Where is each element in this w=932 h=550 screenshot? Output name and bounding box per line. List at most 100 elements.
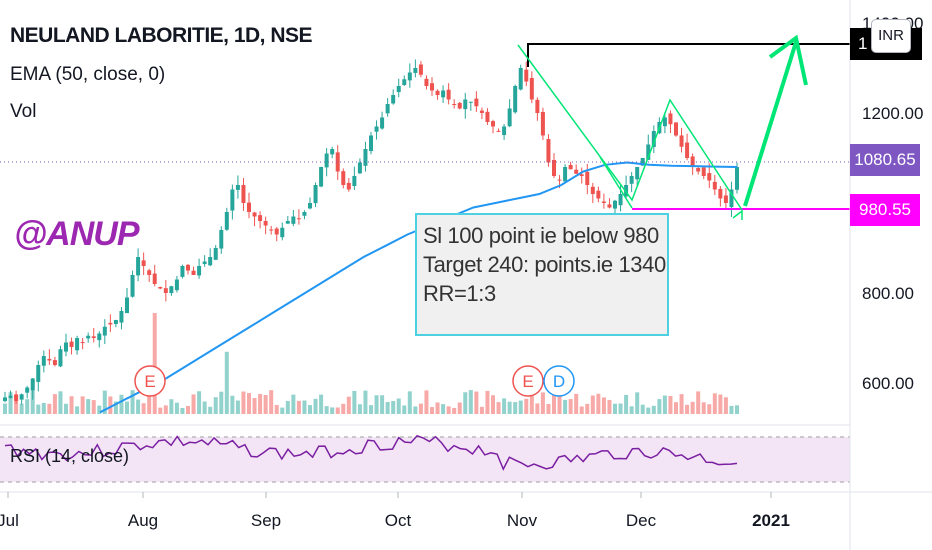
- volume-bar: [130, 390, 135, 414]
- volume-bar: [629, 406, 634, 414]
- time-tick-label: Jul: [0, 511, 19, 530]
- volume-bar: [119, 394, 124, 414]
- candle: [141, 252, 146, 275]
- volume-bar: [474, 391, 479, 414]
- candle: [718, 186, 723, 207]
- volume-bar: [163, 405, 168, 414]
- candle: [729, 181, 734, 217]
- candle: [41, 350, 46, 373]
- candle: [125, 288, 129, 314]
- projection-arrow-head: [768, 34, 808, 86]
- candle: [224, 207, 229, 231]
- candle: [247, 192, 251, 219]
- candle: [174, 275, 179, 293]
- volume-bar: [430, 407, 434, 414]
- rsi-indicator-label[interactable]: RSI (14, close): [10, 446, 130, 466]
- volume-bar: [701, 402, 706, 414]
- candle: [374, 120, 379, 140]
- volume-bar: [241, 391, 246, 414]
- candle: [58, 345, 63, 368]
- volume-bar: [657, 399, 662, 414]
- volume-bar: [136, 399, 141, 414]
- candle: [191, 266, 196, 276]
- volume-bar: [346, 396, 351, 414]
- volume-bar: [502, 398, 507, 414]
- candle: [679, 127, 684, 153]
- volume-bar: [3, 403, 7, 414]
- volume-bar: [585, 403, 590, 414]
- volume-bar: [14, 393, 19, 414]
- candle: [274, 227, 279, 242]
- volume-bar: [152, 313, 157, 414]
- candle: [502, 123, 507, 140]
- trade-plan-note[interactable]: Sl 100 point ie below 980 Target 240: po…: [415, 213, 669, 336]
- volume-bar: [313, 398, 318, 414]
- candle: [485, 108, 490, 125]
- event-marker[interactable]: E: [134, 365, 166, 397]
- candle: [579, 167, 584, 184]
- candle: [668, 110, 673, 133]
- candle: [441, 85, 446, 103]
- currency-button[interactable]: INR: [871, 19, 911, 53]
- volume-indicator-label[interactable]: Vol: [10, 101, 37, 122]
- volume-bar: [269, 390, 274, 414]
- volume-bar: [224, 351, 229, 414]
- volume-bar: [579, 406, 584, 414]
- time-tick-label: Nov: [507, 511, 538, 530]
- candle: [596, 186, 601, 203]
- candle: [651, 125, 656, 154]
- volume-bar: [69, 396, 74, 414]
- candle: [624, 175, 629, 199]
- candle: [590, 182, 595, 203]
- volume-bar: [58, 391, 63, 414]
- candle: [418, 61, 423, 78]
- volume-bar: [91, 400, 96, 414]
- candle: [180, 264, 185, 279]
- candle: [296, 209, 301, 225]
- volume-bar: [574, 393, 579, 414]
- volume-bar: [169, 399, 174, 414]
- volume-bar: [407, 391, 412, 414]
- candle: [252, 211, 257, 227]
- candle: [108, 314, 113, 332]
- candle: [219, 226, 224, 254]
- candle: [19, 393, 24, 405]
- volume-bar: [496, 402, 501, 414]
- volume-bar: [258, 393, 263, 414]
- event-marker[interactable]: E: [512, 365, 544, 397]
- candle: [147, 268, 152, 283]
- volume-bar: [208, 406, 213, 414]
- candle: [585, 163, 590, 195]
- volume-bar: [357, 404, 362, 414]
- volume-bar: [635, 392, 640, 414]
- volume-bar: [219, 391, 224, 414]
- candle: [535, 97, 540, 121]
- candle: [391, 89, 396, 105]
- projection-arrow: [743, 41, 798, 207]
- ema-indicator-label[interactable]: EMA (50, close, 0): [10, 64, 166, 85]
- volume-bar: [374, 395, 379, 414]
- candle: [47, 349, 52, 365]
- candle: [474, 91, 479, 112]
- candle: [568, 161, 573, 170]
- volume-bar: [613, 403, 617, 414]
- candle: [613, 199, 617, 214]
- volume-bar: [97, 405, 102, 414]
- volume-bar: [491, 395, 495, 414]
- volume-bar: [479, 406, 484, 414]
- candle: [396, 78, 401, 98]
- candle: [158, 286, 163, 290]
- candle: [291, 209, 296, 227]
- event-marker[interactable]: D: [543, 365, 575, 397]
- candle: [446, 83, 451, 105]
- candle: [80, 337, 85, 350]
- candle: [524, 61, 529, 87]
- candle: [563, 164, 568, 182]
- volume-bar: [590, 395, 595, 414]
- time-tick-label: Sep: [251, 511, 281, 530]
- candle: [280, 222, 285, 241]
- volume-bar: [19, 403, 24, 414]
- volume-bar: [180, 407, 185, 414]
- candle: [546, 134, 551, 167]
